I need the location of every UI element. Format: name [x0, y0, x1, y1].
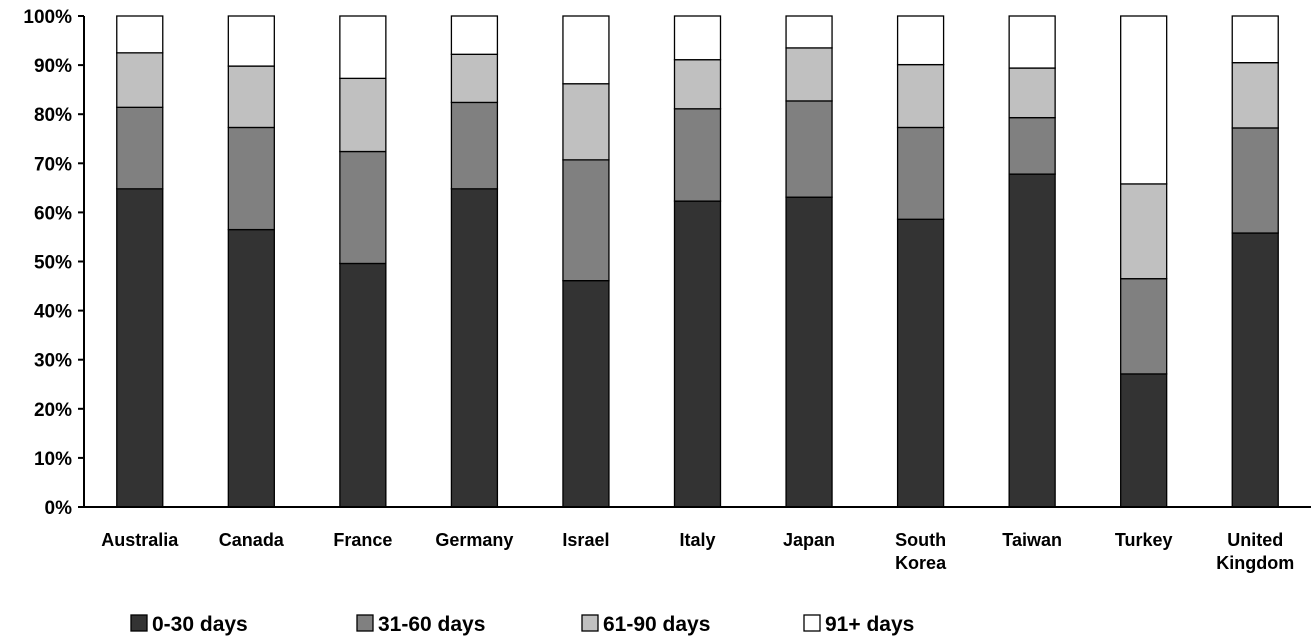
x-tick-label-line: Korea — [895, 553, 947, 573]
bar-segment-6-1 — [673, 200, 722, 508]
bar-segment-11-1 — [1231, 232, 1279, 508]
bar-segment-4-1 — [450, 188, 499, 508]
legend-label: 31-60 days — [378, 613, 485, 636]
bar-segment-1-4 — [116, 15, 164, 54]
x-tick-label-line: Kingdom — [1216, 553, 1294, 573]
bar-segment-10-2 — [1120, 278, 1168, 375]
x-tick-label: Taiwan — [1002, 530, 1062, 550]
bar-segment-6-4 — [673, 15, 722, 61]
x-tick-label: Israel — [562, 530, 609, 550]
bar-segment-1-3 — [116, 52, 164, 108]
x-tick-label-line: Italy — [679, 530, 715, 550]
legend-swatch — [581, 614, 599, 632]
bar-segment-11-4 — [1231, 15, 1279, 64]
x-tick-label-line: United — [1227, 530, 1283, 550]
bar-segment-1-2 — [116, 106, 164, 190]
x-tick-label: Italy — [679, 530, 715, 550]
bar-segment-5-4 — [562, 15, 610, 85]
bar-segment-4-4 — [450, 15, 499, 55]
x-tick-label-line: France — [333, 530, 392, 550]
x-tick-label: Japan — [783, 530, 835, 550]
bar-segment-6-2 — [673, 108, 722, 202]
bar-segment-8-2 — [896, 126, 945, 220]
bar-segment-7-1 — [785, 196, 833, 508]
legend-swatch — [130, 614, 148, 632]
x-tick-label-line: Germany — [435, 530, 513, 550]
bar-segment-9-1 — [1008, 173, 1056, 508]
bar-segment-5-1 — [562, 279, 610, 508]
legend-label: 91+ days — [825, 613, 914, 636]
x-tick-label: United Kingdom — [1216, 530, 1294, 573]
bar-segment-10-1 — [1120, 373, 1168, 508]
bar-segment-3-2 — [339, 150, 387, 265]
x-tick-label-line: Taiwan — [1002, 530, 1062, 550]
y-tick-label: 80% — [34, 105, 72, 126]
bar-segment-8-4 — [896, 15, 945, 66]
bar-segment-7-3 — [785, 47, 833, 102]
y-tick-label: 40% — [34, 302, 72, 323]
bar-segment-5-3 — [562, 83, 610, 161]
y-tick-label: 10% — [34, 449, 72, 470]
y-tick-label: 0% — [45, 498, 73, 519]
x-tick-label: Germany — [435, 530, 513, 550]
x-tick-label: South Korea — [895, 530, 947, 573]
bar-segment-7-4 — [785, 15, 833, 49]
bar-segment-5-2 — [562, 159, 610, 282]
y-tick-labels: 0% 10% 20% 30% 40% 50% 60% 70% 80% 90% 100% — [23, 7, 84, 519]
bar-segment-10-4 — [1120, 15, 1168, 185]
x-tick-label-line: Turkey — [1115, 530, 1173, 550]
bars-group — [116, 15, 1279, 508]
bar-segment-4-2 — [450, 101, 499, 190]
x-tick-label-line: South — [895, 530, 946, 550]
bar-segment-10-3 — [1120, 183, 1168, 280]
bar-segment-9-3 — [1008, 67, 1056, 119]
x-tick-label-line: Canada — [219, 530, 285, 550]
x-tick-labels: Australia Canada France Germany Israel Italy J… — [101, 530, 1294, 573]
bar-segment-11-2 — [1231, 127, 1279, 234]
y-tick-label: 30% — [34, 351, 72, 372]
bar-segment-2-1 — [227, 228, 275, 508]
legend-label: 0-30 days — [152, 613, 248, 636]
bar-segment-3-3 — [339, 77, 387, 153]
x-tick-label-line: Australia — [101, 530, 179, 550]
bar-segment-2-2 — [227, 126, 275, 231]
legend: 0-30 days 31-60 days 61-90 days 91+ days — [130, 613, 914, 636]
bar-segment-3-1 — [339, 262, 387, 508]
y-tick-label: 50% — [34, 253, 72, 274]
x-tick-label: France — [333, 530, 392, 550]
x-tick-label: Canada — [219, 530, 285, 550]
bar-segment-8-3 — [896, 63, 945, 129]
bar-segment-1-1 — [116, 188, 164, 508]
x-tick-label-line: Israel — [562, 530, 609, 550]
legend-swatch — [803, 614, 821, 632]
bar-segment-6-3 — [673, 59, 722, 110]
y-tick-label: 20% — [34, 400, 72, 421]
bar-segment-9-2 — [1008, 116, 1056, 175]
x-tick-label: Australia — [101, 530, 179, 550]
bar-segment-8-1 — [896, 218, 945, 508]
bar-segment-7-2 — [785, 100, 833, 198]
x-tick-label-line: Japan — [783, 530, 835, 550]
bar-segment-4-3 — [450, 53, 499, 104]
legend-label: 61-90 days — [603, 613, 710, 636]
bar-segment-11-3 — [1231, 62, 1279, 129]
y-tick-label: 70% — [34, 154, 72, 175]
bar-segment-3-4 — [339, 15, 387, 80]
bar-segment-2-4 — [227, 15, 275, 67]
y-tick-label: 90% — [34, 56, 72, 77]
y-tick-label: 60% — [34, 203, 72, 224]
bar-segment-9-4 — [1008, 15, 1056, 69]
x-tick-label: Turkey — [1115, 530, 1173, 550]
bar-segment-2-3 — [227, 65, 275, 129]
y-tick-label: 100% — [23, 7, 72, 28]
legend-swatch — [356, 614, 374, 632]
